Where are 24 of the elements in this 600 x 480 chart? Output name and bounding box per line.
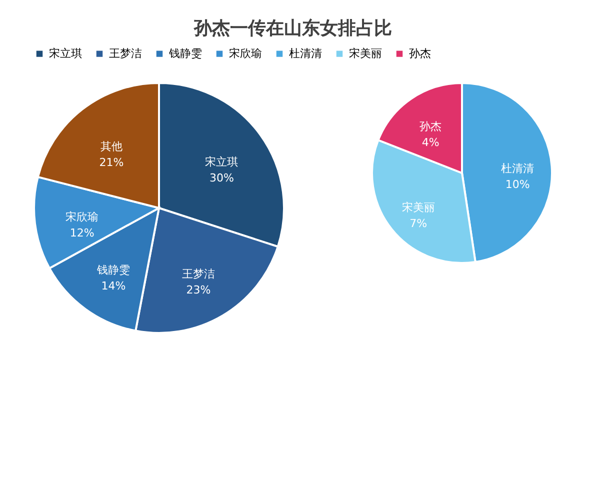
legend-label: 宋立琪	[49, 46, 82, 60]
slice-label: 宋欣瑜	[66, 210, 99, 224]
legend-label: 杜清清	[289, 46, 322, 60]
data-label: 21%	[99, 156, 124, 169]
data-label: 30%	[209, 171, 234, 184]
data-label: 7%	[410, 216, 428, 230]
legend-label: 钱静雯	[168, 46, 202, 60]
data-label: 10%	[505, 178, 530, 191]
slice-label: 孙杰	[420, 120, 442, 133]
slice-label: 杜清清	[501, 162, 534, 175]
slice-label: 宋美丽	[402, 200, 435, 214]
chart-title: 孙杰一传在山东女排占比	[193, 18, 392, 39]
slice-label: 钱静雯	[96, 264, 130, 277]
slice-label: 宋立琪	[205, 155, 238, 168]
legend-label: 宋美丽	[349, 46, 382, 60]
legend-label: 宋欣瑜	[229, 46, 262, 60]
data-label: 12%	[70, 226, 94, 240]
slice-label: 王梦洁	[182, 268, 215, 281]
data-label: 4%	[422, 136, 440, 149]
slice-label: 其他	[100, 140, 122, 153]
data-label: 14%	[101, 280, 126, 293]
legend-label: 孙杰	[409, 46, 431, 60]
legend-label: 王梦洁	[109, 46, 142, 60]
data-label: 23%	[186, 284, 211, 297]
